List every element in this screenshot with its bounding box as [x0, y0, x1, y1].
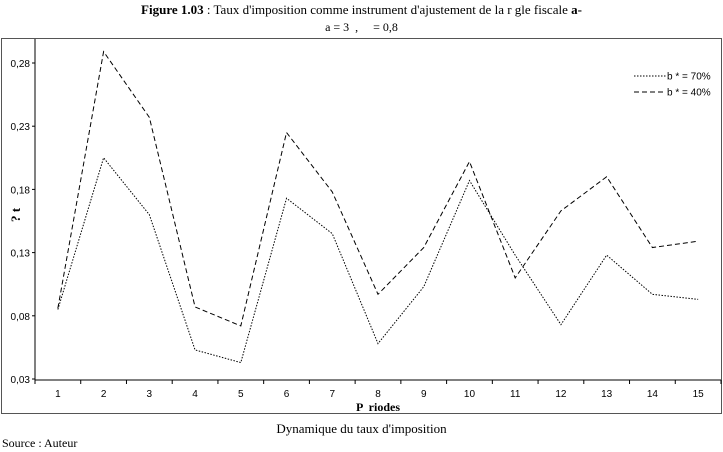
figure-label: Figure 1.03 — [141, 2, 204, 17]
chart-caption: Dynamique du taux d'imposition — [276, 421, 447, 436]
x-tick-label: 8 — [375, 389, 381, 400]
y-tick-label: 0,08 — [11, 312, 31, 323]
y-tick-label: 0,13 — [11, 249, 31, 260]
y-tick-label: 0,23 — [11, 122, 31, 133]
y-tick-label: 0,18 — [11, 185, 31, 196]
x-tick-label: 15 — [693, 389, 705, 400]
x-tick-label: 12 — [555, 389, 567, 400]
line-chart: 0,030,080,130,180,230,281 2 3 4 5 6 7 8 9 10 11 12 1… — [1, 38, 722, 414]
x-tick-label: 13 — [601, 389, 613, 400]
x-tick-label: 7 — [329, 389, 335, 400]
x-tick-label: 9 — [421, 389, 427, 400]
y-tick-label: 0,03 — [11, 375, 31, 386]
x-tick-label: 5 — [238, 389, 244, 400]
legend-label-1: b * = 70% — [667, 72, 711, 83]
x-tick-label: 4 — [192, 389, 198, 400]
legend-label-2: b * = 40% — [667, 88, 711, 99]
x-tick-label: 6 — [284, 389, 290, 400]
figure-title: Figure 1.03 : Taux d'imposition comme in… — [0, 2, 723, 18]
x-tick-label: 14 — [647, 389, 659, 400]
figure-title-text: : Taux d'imposition comme instrument d'a… — [203, 2, 572, 17]
x-tick-label: 1 — [55, 389, 61, 400]
y-axis-label: ? t — [8, 207, 23, 222]
source-note: Source : Auteur — [2, 436, 78, 450]
series-line-2 — [57, 50, 699, 327]
x-tick-label: 11 — [510, 389, 521, 400]
series-line-1 — [57, 156, 699, 364]
figure-subtitle: a = 3 , = 0,8 — [325, 20, 398, 34]
x-axis-label: P riodes — [356, 400, 400, 414]
x-tick-label: 2 — [101, 389, 107, 400]
figure-title-suffix: a- — [571, 2, 582, 17]
x-tick-label: 10 — [464, 389, 476, 400]
chart-frame — [1, 38, 722, 414]
x-tick-label: 3 — [147, 389, 153, 400]
y-tick-label: 0,28 — [11, 59, 31, 70]
